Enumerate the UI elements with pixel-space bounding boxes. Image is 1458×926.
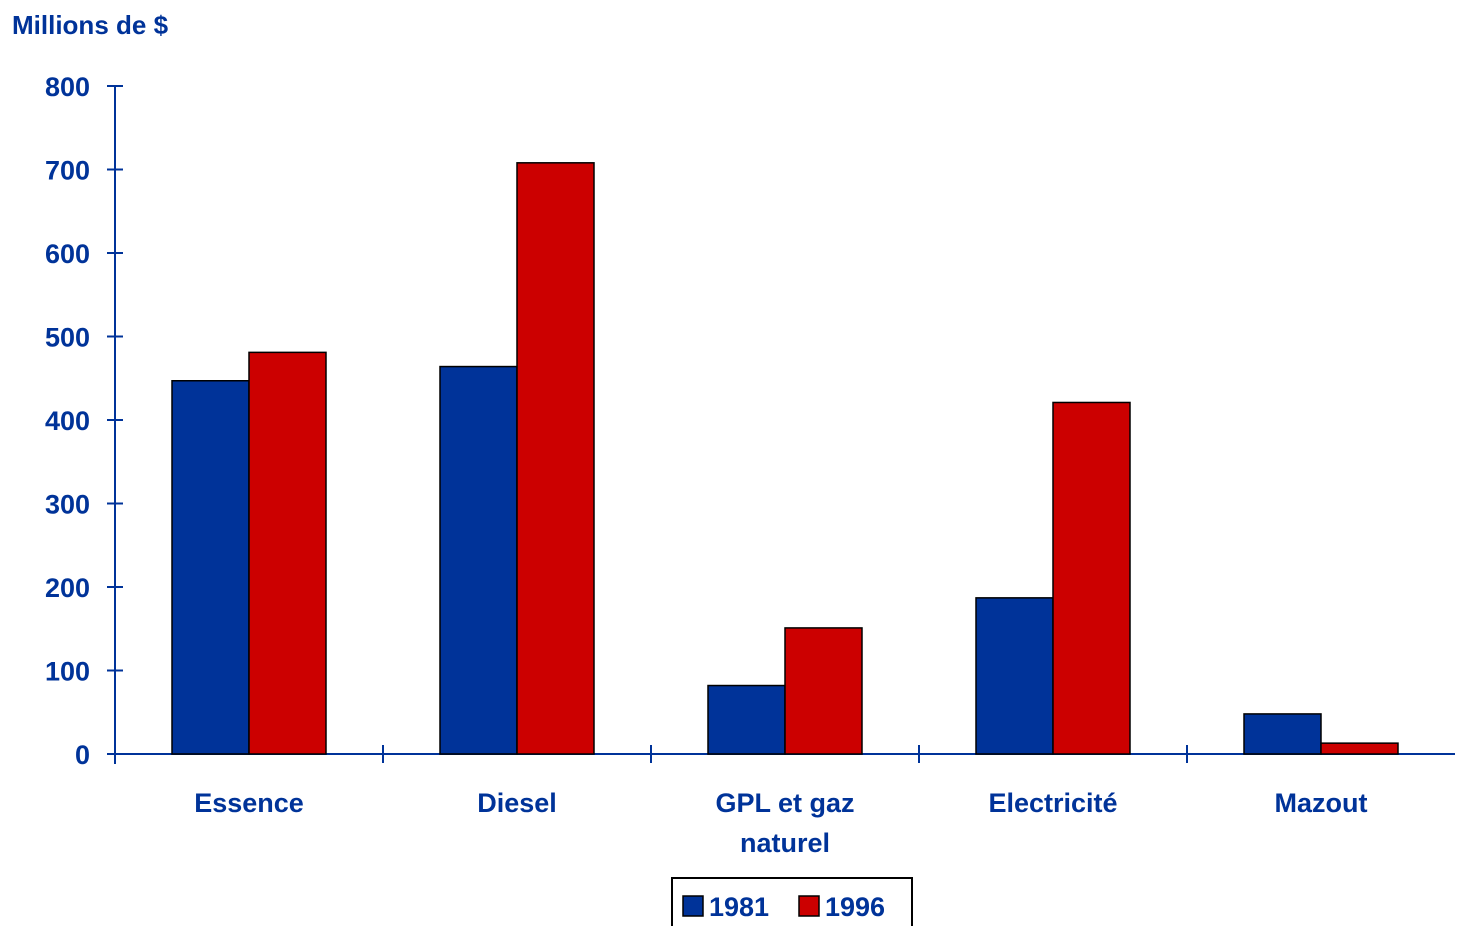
bar-1981 [439,365,518,755]
y-tick-label: 400 [45,406,90,436]
bar-1981 [1243,713,1322,755]
bar-1996 [784,627,863,755]
y-tick-labels: 0 100 200 300 400 500 600 700 800 [45,72,90,770]
y-tick-label: 800 [45,72,90,102]
x-category-label: Essence [194,788,304,818]
bar-1981 [975,597,1054,755]
y-tick-label: 200 [45,573,90,603]
y-axis-label: Millions de $ [12,10,169,40]
legend-label: 1996 [825,892,885,922]
x-category-label: Diesel [477,788,557,818]
bar-1996 [1320,742,1399,755]
bar-1981 [171,380,250,755]
y-tick-label: 0 [75,740,90,770]
x-category-label: GPL et gaz [715,788,854,818]
y-tick-label: 500 [45,323,90,353]
y-tick-label: 600 [45,239,90,269]
bars [171,162,1399,755]
axes [107,85,1455,764]
bar-1981 [707,684,786,755]
legend-label: 1981 [709,892,769,922]
y-tick-label: 300 [45,490,90,520]
legend-box [671,877,913,926]
y-tick-label: 700 [45,156,90,186]
bar-1996 [516,162,595,755]
x-category-label: naturel [740,828,830,858]
x-category-label: Electricité [988,788,1117,818]
bar-1996 [1052,401,1131,755]
bar-1996 [248,351,327,755]
x-category-label: Mazout [1275,788,1368,818]
y-tick-label: 100 [45,657,90,687]
legend-swatch-1981 [682,895,704,917]
x-category-labels: Essence Diesel GPL et gaz naturel Electricit… [194,788,1367,858]
legend: 1981 1996 [671,877,913,926]
legend-swatch-1996 [798,895,820,917]
